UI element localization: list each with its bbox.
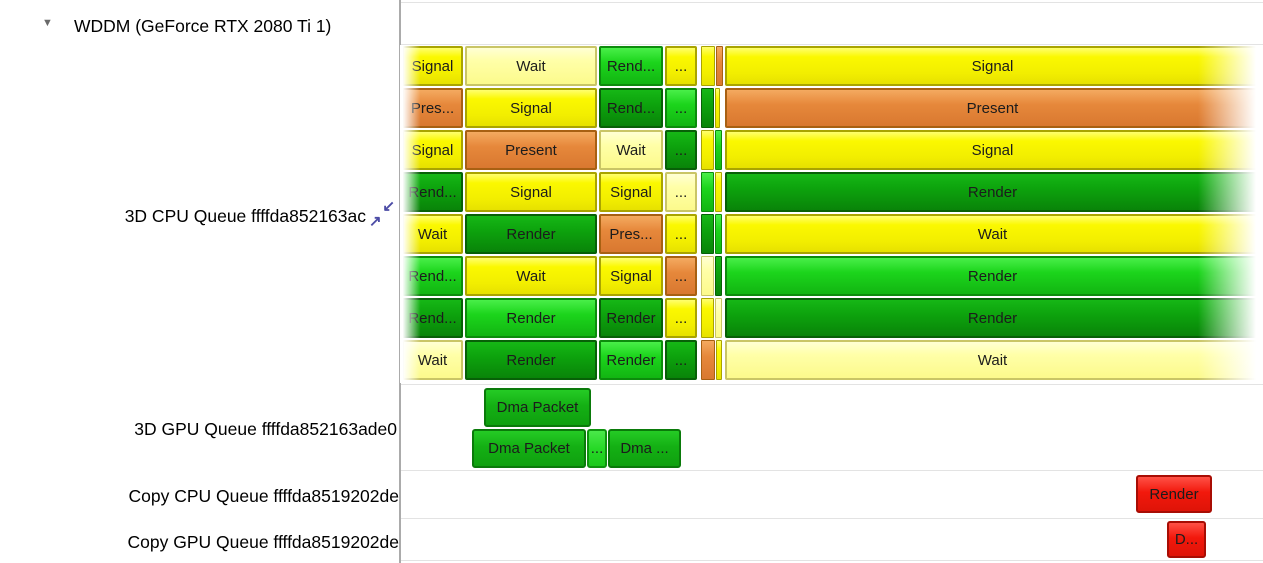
arrow-down-left-icon: ↙ (382, 198, 395, 215)
timeline-segment[interactable]: Dma Packet (472, 429, 586, 468)
grid-line (401, 518, 1263, 519)
timeline-segment[interactable]: ... (665, 46, 697, 86)
timeline-segment[interactable]: Render (725, 172, 1260, 212)
timeline-segment[interactable] (701, 172, 714, 212)
timeline-segment[interactable]: Rend... (402, 172, 463, 212)
arrow-up-right-icon: ↗ (369, 213, 382, 230)
timeline-segment[interactable]: Pres... (402, 88, 463, 128)
timeline-segment[interactable]: Wait (465, 46, 597, 86)
grid-line (401, 384, 1263, 385)
timeline-segment[interactable]: Signal (402, 130, 463, 170)
timeline-segment[interactable] (701, 298, 714, 338)
timeline-segment[interactable]: Rend... (402, 298, 463, 338)
timeline-segment[interactable]: D... (1167, 521, 1206, 558)
timeline-segment[interactable]: Render (599, 340, 663, 380)
timeline-segment[interactable]: Wait (402, 214, 463, 254)
collapse-arrows-icon[interactable]: ↙ ↗ (369, 199, 395, 229)
timeline-segment[interactable]: Dma ... (608, 429, 681, 468)
timeline-segment[interactable]: Wait (599, 130, 663, 170)
timeline-segment[interactable]: Signal (465, 88, 597, 128)
grid-line (401, 470, 1263, 471)
timeline-segment[interactable] (701, 130, 714, 170)
timeline-segment[interactable] (715, 88, 720, 128)
timeline-segment[interactable]: Signal (725, 46, 1260, 86)
panel-divider[interactable] (399, 0, 401, 563)
grid-line (401, 560, 1263, 561)
timeline-segment[interactable] (701, 88, 714, 128)
timeline-segment[interactable]: ... (665, 298, 697, 338)
timeline-segment[interactable]: Present (725, 88, 1260, 128)
timeline-segment[interactable] (701, 46, 715, 86)
timeline-segment[interactable]: Signal (465, 172, 597, 212)
timeline-segment[interactable]: Wait (725, 340, 1260, 380)
timeline-segment[interactable]: Render (725, 256, 1260, 296)
timeline-segment[interactable]: Present (465, 130, 597, 170)
grid-line (401, 2, 1263, 3)
timeline-segment[interactable]: Render (599, 298, 663, 338)
timeline-segment[interactable]: Signal (599, 172, 663, 212)
timeline-segment[interactable] (716, 46, 723, 86)
timeline-segment[interactable]: Wait (465, 256, 597, 296)
timeline-segment[interactable] (716, 340, 722, 380)
timeline-segment[interactable]: Dma Packet (484, 388, 591, 427)
row-label-3d-gpu-queue[interactable]: 3D GPU Queue ffffda852163ade0 (134, 419, 397, 439)
row-label-copy-cpu-queue[interactable]: Copy CPU Queue ffffda8519202de (128, 486, 400, 506)
timeline-segment[interactable]: ... (665, 88, 697, 128)
timeline-segment[interactable]: ... (587, 429, 607, 468)
timeline-segment[interactable]: ... (665, 130, 697, 170)
timeline-segment[interactable]: Pres... (599, 214, 663, 254)
timeline-segment[interactable] (715, 298, 722, 338)
timeline-segment[interactable]: Wait (402, 340, 463, 380)
timeline-segment[interactable] (701, 256, 714, 296)
timeline-segment[interactable]: ... (665, 214, 697, 254)
timeline-segment[interactable]: Render (465, 298, 597, 338)
timeline-segment[interactable]: Wait (725, 214, 1260, 254)
timeline-segment[interactable] (715, 214, 722, 254)
timeline-segment[interactable]: Signal (725, 130, 1260, 170)
timeline-segment[interactable] (715, 172, 722, 212)
timeline-segment[interactable]: Rend... (599, 88, 663, 128)
row-label-copy-gpu-queue[interactable]: Copy GPU Queue ffffda8519202de (127, 532, 399, 552)
timeline-segment[interactable]: Rend... (402, 256, 463, 296)
timeline-segment[interactable]: Signal (599, 256, 663, 296)
timeline-segment[interactable]: Render (465, 214, 597, 254)
timeline-segment[interactable] (701, 340, 715, 380)
grid-line (401, 44, 1263, 45)
timeline-segment[interactable]: ... (665, 256, 697, 296)
timeline-segment[interactable]: Render (725, 298, 1260, 338)
timeline-segment[interactable] (715, 130, 722, 170)
timeline-segment[interactable] (701, 214, 714, 254)
timeline-segment[interactable]: ... (665, 340, 697, 380)
gpu-node-title[interactable]: WDDM (GeForce RTX 2080 Ti 1) (74, 16, 332, 36)
timeline-segment[interactable]: Rend... (599, 46, 663, 86)
timeline-segment[interactable]: Render (1136, 475, 1212, 513)
timeline-segment[interactable]: ... (665, 172, 697, 212)
timeline-segment[interactable]: Render (465, 340, 597, 380)
expand-triangle-icon[interactable]: ▼ (42, 17, 53, 29)
row-label-3d-cpu-queue[interactable]: 3D CPU Queue ffffda852163ac (124, 206, 366, 226)
timeline-segment[interactable] (715, 256, 722, 296)
timeline-segment[interactable]: Signal (402, 46, 463, 86)
